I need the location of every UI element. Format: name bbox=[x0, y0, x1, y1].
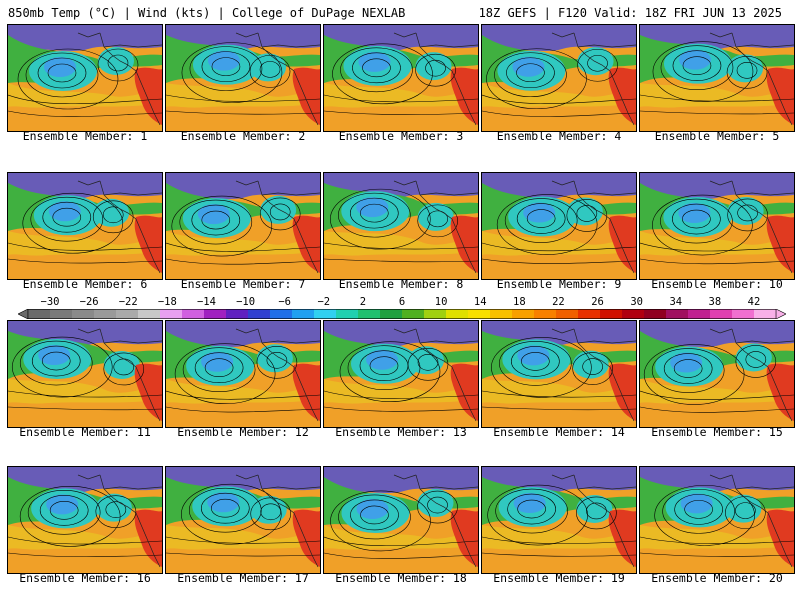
colorbar-bin bbox=[754, 309, 777, 319]
ensemble-member-9-map bbox=[481, 172, 637, 280]
ensemble-member-13-label: Ensemble Member: 13 bbox=[335, 425, 467, 439]
colorbar-tick-label: 38 bbox=[708, 296, 722, 308]
colorbar-tick-label: 2 bbox=[359, 296, 367, 308]
temperature-colorbar bbox=[18, 309, 786, 319]
ensemble-member-6-label: Ensemble Member: 6 bbox=[22, 277, 148, 291]
colorbar-bin bbox=[116, 309, 139, 319]
ensemble-member-18-label: Ensemble Member: 18 bbox=[335, 571, 467, 585]
colorbar-bin bbox=[402, 309, 425, 319]
ensemble-member-9-label: Ensemble Member: 9 bbox=[496, 277, 622, 291]
figure-title-right: 18Z GEFS | F120 Valid: 18Z FRI JUN 13 20… bbox=[478, 6, 782, 20]
ensemble-member-10-map bbox=[639, 172, 795, 280]
ensemble-member-19-map bbox=[481, 466, 637, 574]
colorbar-tick-label: 42 bbox=[747, 296, 761, 308]
ensemble-member-17-map bbox=[165, 466, 321, 574]
ensemble-member-5-label: Ensemble Member: 5 bbox=[654, 129, 780, 143]
ensemble-member-3-label: Ensemble Member: 3 bbox=[338, 129, 464, 143]
colorbar-bin bbox=[380, 309, 403, 319]
colorbar-bin bbox=[94, 309, 117, 319]
colorbar-bin bbox=[138, 309, 161, 319]
ensemble-member-20-label: Ensemble Member: 20 bbox=[651, 571, 783, 585]
colorbar-tick-labels: −30 −26 −22 −18 −14 −10 −6 −2 2 6 10 14 18 22 26 30 34 38… bbox=[0, 296, 800, 308]
colorbar-tick-label: −10 bbox=[236, 296, 256, 308]
ensemble-member-17-label: Ensemble Member: 17 bbox=[177, 571, 309, 585]
ensemble-member-4-label: Ensemble Member: 4 bbox=[496, 129, 622, 143]
colorbar-tick-label: 10 bbox=[434, 296, 448, 308]
ensemble-member-8-label: Ensemble Member: 8 bbox=[338, 277, 464, 291]
colorbar-tick-label: 30 bbox=[630, 296, 643, 308]
colorbar-tick-label: −14 bbox=[196, 296, 216, 308]
colorbar-bin bbox=[600, 309, 623, 319]
colorbar-tick-label: 6 bbox=[398, 296, 406, 308]
colorbar-bin bbox=[666, 309, 689, 319]
ensemble-member-3-map bbox=[323, 24, 479, 132]
colorbar-bin bbox=[688, 309, 711, 319]
colorbar-tick-label: 22 bbox=[552, 296, 565, 308]
ensemble-member-6-map bbox=[7, 172, 163, 280]
ensemble-member-1-label: Ensemble Member: 1 bbox=[22, 129, 148, 143]
colorbar-tick-label: −30 bbox=[40, 296, 60, 308]
colorbar-bin bbox=[446, 309, 469, 319]
ensemble-member-5-map bbox=[639, 24, 795, 132]
colorbar-bin bbox=[50, 309, 73, 319]
colorbar-bin bbox=[358, 309, 381, 319]
ensemble-member-2-label: Ensemble Member: 2 bbox=[180, 129, 306, 143]
ensemble-member-12-map bbox=[165, 320, 321, 428]
ensemble-member-19-label: Ensemble Member: 19 bbox=[493, 571, 625, 585]
ensemble-member-12-label: Ensemble Member: 12 bbox=[177, 425, 309, 439]
colorbar-bin bbox=[732, 309, 755, 319]
ensemble-member-1-map bbox=[7, 24, 163, 132]
colorbar-tick-label: −6 bbox=[278, 296, 291, 308]
colorbar-tick-label: 18 bbox=[513, 296, 526, 308]
colorbar-tick-label: −18 bbox=[157, 296, 177, 308]
colorbar-bin bbox=[204, 309, 227, 319]
colorbar-bin bbox=[490, 309, 513, 319]
colorbar-bin bbox=[710, 309, 733, 319]
colorbar-bin bbox=[72, 309, 95, 319]
ensemble-member-8-map bbox=[323, 172, 479, 280]
colorbar-bin bbox=[512, 309, 535, 319]
colorbar-bin bbox=[622, 309, 645, 319]
colorbar-tick-label: 34 bbox=[669, 296, 683, 308]
ensemble-member-11-map bbox=[7, 320, 163, 428]
ensemble-member-16-label: Ensemble Member: 16 bbox=[19, 571, 151, 585]
ensemble-member-14-label: Ensemble Member: 14 bbox=[493, 425, 625, 439]
ensemble-member-16-map bbox=[7, 466, 163, 574]
ensemble-member-13-map bbox=[323, 320, 479, 428]
ensemble-member-4-map bbox=[481, 24, 637, 132]
colorbar-tick-label: −2 bbox=[317, 296, 331, 308]
colorbar-bin bbox=[28, 309, 51, 319]
colorbar-bin bbox=[534, 309, 557, 319]
colorbar-bin bbox=[556, 309, 579, 319]
colorbar-bin bbox=[314, 309, 337, 319]
ensemble-member-11-label: Ensemble Member: 11 bbox=[19, 425, 151, 439]
figure-title-left: 850mb Temp (°C) | Wind (kts) | College o… bbox=[8, 6, 406, 20]
colorbar-tick-label: −26 bbox=[79, 296, 99, 308]
ensemble-member-18-map bbox=[323, 466, 479, 574]
colorbar-bin bbox=[468, 309, 491, 319]
ensemble-member-2-map bbox=[165, 24, 321, 132]
colorbar-bin bbox=[336, 309, 359, 319]
ensemble-member-15-map bbox=[639, 320, 795, 428]
colorbar-bin bbox=[248, 309, 271, 319]
ensemble-member-14-map bbox=[481, 320, 637, 428]
colorbar-bin bbox=[182, 309, 205, 319]
ensemble-member-10-label: Ensemble Member: 10 bbox=[651, 277, 783, 291]
colorbar-bin bbox=[578, 309, 601, 319]
colorbar-bin bbox=[292, 309, 315, 319]
colorbar-tick-label: 26 bbox=[591, 296, 604, 308]
colorbar-bin bbox=[270, 309, 293, 319]
colorbar-tick-label: −22 bbox=[118, 296, 138, 308]
colorbar-bin bbox=[424, 309, 447, 319]
ensemble-member-20-map bbox=[639, 466, 795, 574]
ensemble-member-7-map bbox=[165, 172, 321, 280]
colorbar-bin bbox=[226, 309, 249, 319]
ensemble-member-15-label: Ensemble Member: 15 bbox=[651, 425, 783, 439]
colorbar-bin bbox=[160, 309, 183, 319]
ensemble-member-7-label: Ensemble Member: 7 bbox=[180, 277, 306, 291]
colorbar-tick-label: 14 bbox=[473, 296, 487, 308]
colorbar-bin bbox=[644, 309, 667, 319]
